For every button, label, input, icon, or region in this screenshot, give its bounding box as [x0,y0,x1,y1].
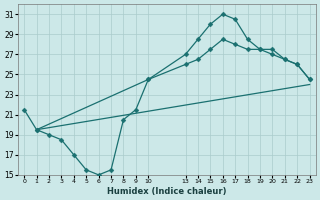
X-axis label: Humidex (Indice chaleur): Humidex (Indice chaleur) [107,187,227,196]
